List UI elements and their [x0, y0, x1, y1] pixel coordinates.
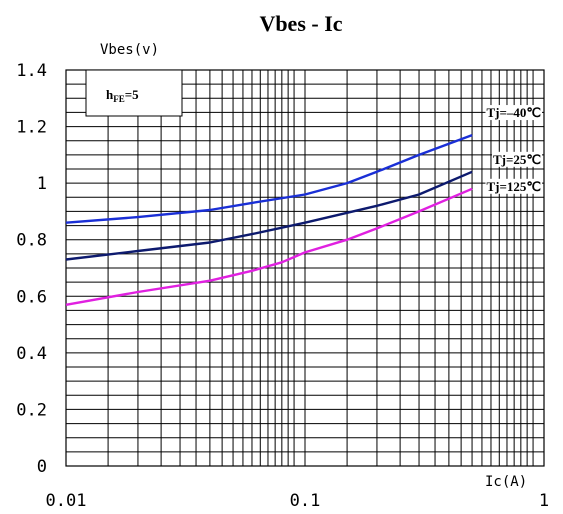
series-label-backing [491, 151, 542, 167]
series-label: Tj=–40℃ [486, 105, 541, 120]
hfe-label-main: h [106, 87, 114, 102]
series-line [65, 187, 473, 306]
axis-ticks: 0 0.2 0.4 0.6 0.8 1 1.2 1.4 0.01 0.1 1 [16, 61, 549, 511]
y-tick-label: 1.2 [16, 118, 47, 138]
series-label-backing [485, 178, 542, 194]
x-tick-label: 0.1 [290, 491, 321, 511]
y-tick-label: 0.2 [16, 400, 47, 420]
x-tick-label: 0.01 [46, 491, 87, 511]
plot-frame [65, 69, 545, 467]
y-tick-label: 0.8 [16, 231, 47, 251]
series-label: Tj=125℃ [486, 179, 541, 194]
y-tick-label: 1.4 [16, 61, 47, 81]
y-tick-label: 0 [37, 457, 47, 477]
series-label-backing [485, 105, 542, 121]
series-line [65, 133, 473, 224]
series-labels: Tj=–40℃ Tj=25℃ Tj=125℃ [485, 105, 542, 194]
series-lines [65, 133, 473, 306]
y-tick-label: 1 [37, 174, 47, 194]
plot-grid [65, 69, 545, 467]
y-tick-label: 0.4 [16, 344, 47, 364]
hfe-label-value: =5 [125, 87, 139, 102]
series-label: Tj=25℃ [493, 152, 541, 167]
svg-text:hFE=5: hFE=5 [106, 87, 139, 104]
y-axis-label: Vbes(v) [100, 42, 159, 58]
chart-title: Vbes - Ic [259, 11, 342, 36]
x-tick-label: 1 [539, 491, 549, 511]
hfe-label-sub: FE [113, 94, 125, 104]
x-axis-label: Ic(A) [485, 474, 527, 490]
hfe-annotation-box: hFE=5 [85, 69, 183, 117]
x-axis-label-box: Ic(A) [472, 470, 538, 490]
y-tick-label: 0.6 [16, 287, 47, 307]
series-line [65, 170, 473, 261]
